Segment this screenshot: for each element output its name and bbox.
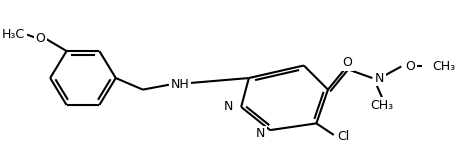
Text: CH₃: CH₃ <box>432 60 455 73</box>
Text: NH: NH <box>171 78 190 91</box>
Text: H₃C: H₃C <box>2 28 25 41</box>
Text: O: O <box>405 60 415 73</box>
Text: O: O <box>342 56 352 69</box>
Text: N: N <box>256 128 265 140</box>
Text: N: N <box>375 72 385 85</box>
Text: Cl: Cl <box>337 130 349 143</box>
Text: CH₃: CH₃ <box>371 99 393 112</box>
Text: N: N <box>224 100 234 113</box>
Text: O: O <box>36 32 45 45</box>
